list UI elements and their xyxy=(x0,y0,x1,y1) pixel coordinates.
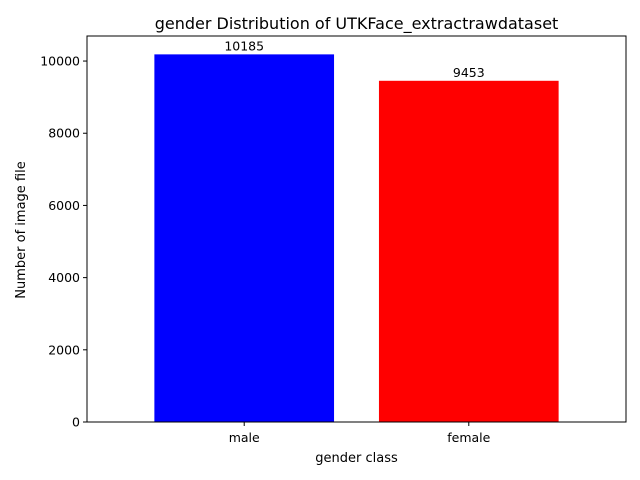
y-axis: 0 2000 4000 6000 8000 10000 xyxy=(40,54,87,430)
data-label-female: 9453 xyxy=(453,65,485,80)
data-labels-layer: 10185 9453 xyxy=(224,38,484,79)
x-axis: male female xyxy=(229,422,491,445)
y-axis-label: Number of image file xyxy=(14,161,29,298)
y-tick-label-4000: 4000 xyxy=(48,270,80,285)
y-tick-label-2000: 2000 xyxy=(48,342,80,357)
bar-male xyxy=(154,54,335,423)
x-axis-label: gender class xyxy=(315,451,398,466)
plot-frame-border xyxy=(86,35,627,423)
y-tick-label-0: 0 xyxy=(72,415,80,430)
y-tick-label-10000: 10000 xyxy=(40,54,80,69)
bars-layer xyxy=(154,54,559,423)
x-tick-label-female: female xyxy=(447,430,490,445)
data-label-male: 10185 xyxy=(224,38,264,53)
y-tick-label-8000: 8000 xyxy=(48,126,80,141)
x-tick-label-male: male xyxy=(229,430,260,445)
plot-frame xyxy=(86,35,627,423)
y-tick-label-6000: 6000 xyxy=(48,198,80,213)
chart-title: gender Distribution of UTKFace_extractra… xyxy=(155,14,559,34)
bar-female xyxy=(378,80,559,423)
